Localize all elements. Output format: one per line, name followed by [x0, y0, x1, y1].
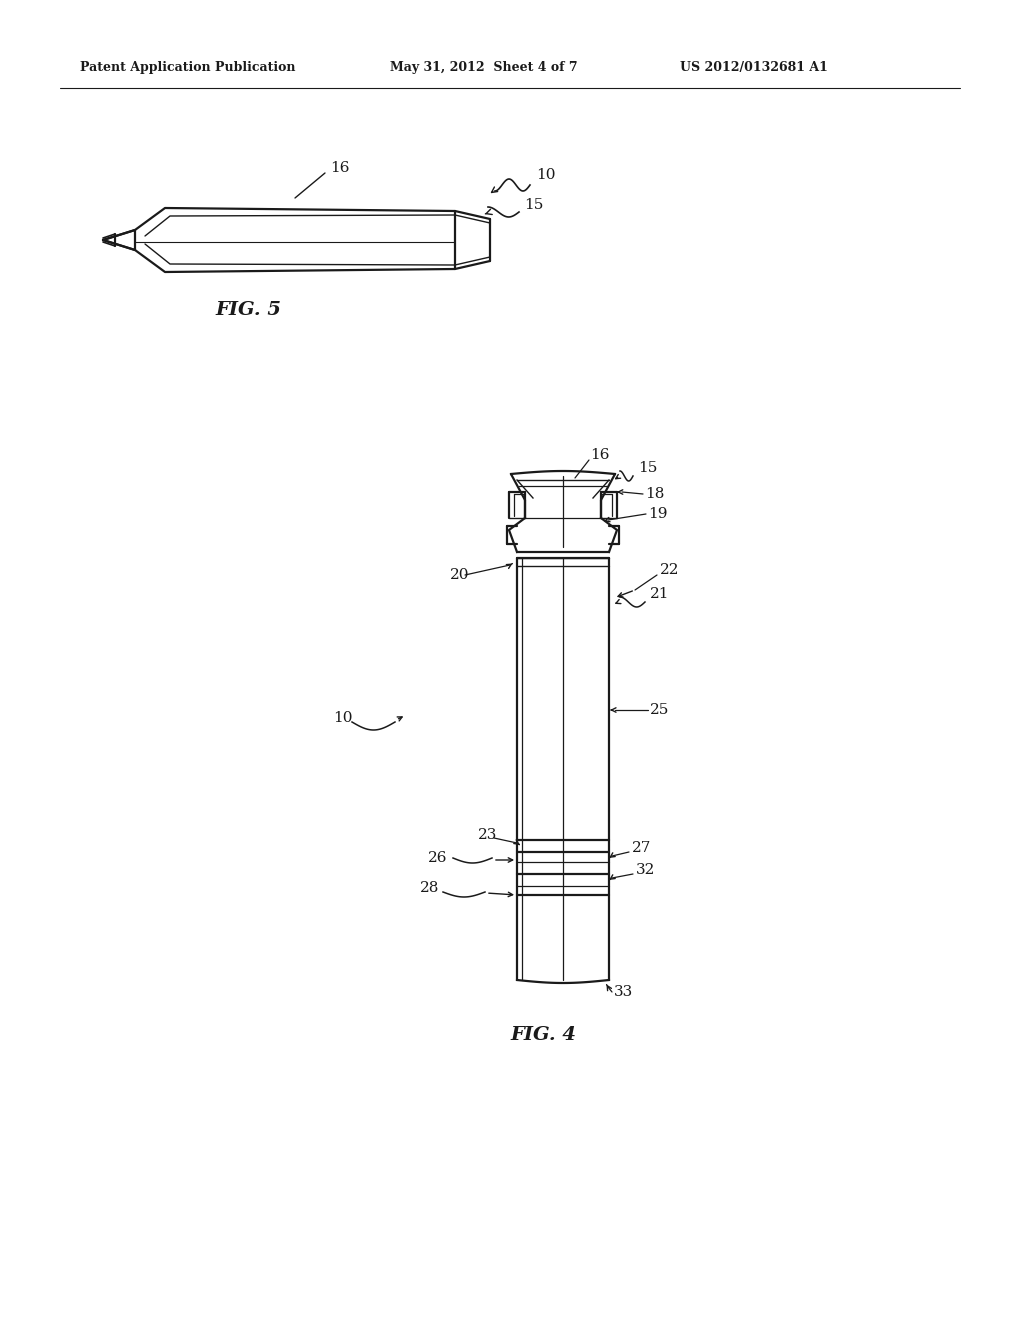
Text: FIG. 5: FIG. 5 [215, 301, 281, 319]
Text: 10: 10 [333, 711, 352, 725]
Text: 32: 32 [636, 863, 655, 876]
Text: 16: 16 [590, 447, 609, 462]
Text: 26: 26 [428, 851, 447, 865]
Text: 10: 10 [536, 168, 555, 182]
Text: 15: 15 [524, 198, 544, 213]
Text: 18: 18 [645, 487, 665, 502]
Text: 20: 20 [450, 568, 469, 582]
Text: 15: 15 [638, 461, 657, 475]
Text: 23: 23 [478, 828, 498, 842]
Text: May 31, 2012  Sheet 4 of 7: May 31, 2012 Sheet 4 of 7 [390, 62, 578, 74]
Text: US 2012/0132681 A1: US 2012/0132681 A1 [680, 62, 827, 74]
Text: 28: 28 [420, 880, 439, 895]
Text: FIG. 4: FIG. 4 [510, 1026, 575, 1044]
Text: 19: 19 [648, 507, 668, 521]
Text: 22: 22 [660, 564, 680, 577]
Text: 16: 16 [330, 161, 349, 176]
Text: 33: 33 [614, 985, 633, 999]
Text: 21: 21 [650, 587, 670, 601]
Text: 27: 27 [632, 841, 651, 855]
Text: 25: 25 [650, 704, 670, 717]
Text: Patent Application Publication: Patent Application Publication [80, 62, 296, 74]
